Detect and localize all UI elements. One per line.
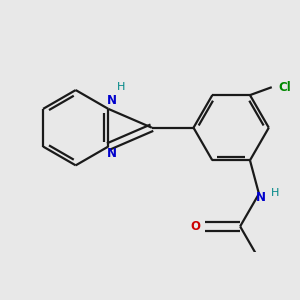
Text: O: O	[190, 220, 200, 233]
Text: N: N	[256, 191, 266, 204]
Text: H: H	[117, 82, 125, 92]
Text: N: N	[107, 147, 117, 160]
Text: Cl: Cl	[278, 81, 291, 94]
Text: H: H	[271, 188, 279, 198]
Text: N: N	[107, 94, 117, 107]
